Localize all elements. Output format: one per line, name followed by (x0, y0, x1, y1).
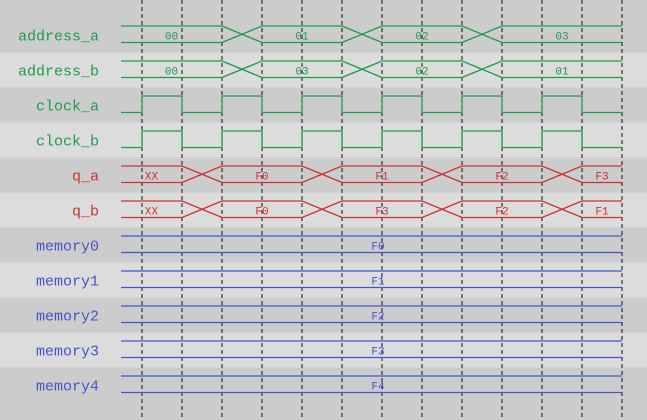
svg-text:F0: F0 (255, 172, 268, 184)
svg-text:address_b: address_b (18, 64, 99, 81)
svg-text:F4: F4 (371, 382, 385, 394)
svg-text:clock_b: clock_b (36, 134, 99, 151)
svg-text:memory0: memory0 (36, 239, 99, 256)
svg-text:F1: F1 (595, 207, 609, 219)
svg-text:02: 02 (415, 67, 428, 79)
svg-text:F3: F3 (371, 347, 384, 359)
svg-text:02: 02 (415, 32, 428, 44)
svg-text:clock_a: clock_a (36, 99, 99, 116)
svg-text:03: 03 (295, 67, 308, 79)
svg-text:q_b: q_b (72, 204, 99, 221)
svg-text:F0: F0 (371, 242, 384, 254)
svg-text:address_a: address_a (18, 29, 99, 46)
svg-text:01: 01 (295, 32, 309, 44)
svg-text:XX: XX (145, 172, 159, 184)
svg-text:memory3: memory3 (36, 344, 99, 361)
svg-text:XX: XX (145, 207, 159, 219)
svg-text:F1: F1 (375, 172, 389, 184)
svg-text:F2: F2 (495, 207, 508, 219)
svg-text:memory1: memory1 (36, 274, 99, 291)
svg-text:F3: F3 (595, 172, 608, 184)
svg-text:memory2: memory2 (36, 309, 99, 326)
svg-text:F0: F0 (255, 207, 268, 219)
svg-text:F2: F2 (371, 312, 384, 324)
svg-text:F3: F3 (375, 207, 388, 219)
svg-text:F1: F1 (371, 277, 385, 289)
svg-text:00: 00 (165, 32, 178, 44)
svg-text:F2: F2 (495, 172, 508, 184)
svg-text:01: 01 (555, 67, 569, 79)
svg-text:q_a: q_a (72, 169, 99, 186)
svg-text:memory4: memory4 (36, 379, 99, 396)
svg-text:00: 00 (165, 67, 178, 79)
svg-text:03: 03 (555, 32, 568, 44)
